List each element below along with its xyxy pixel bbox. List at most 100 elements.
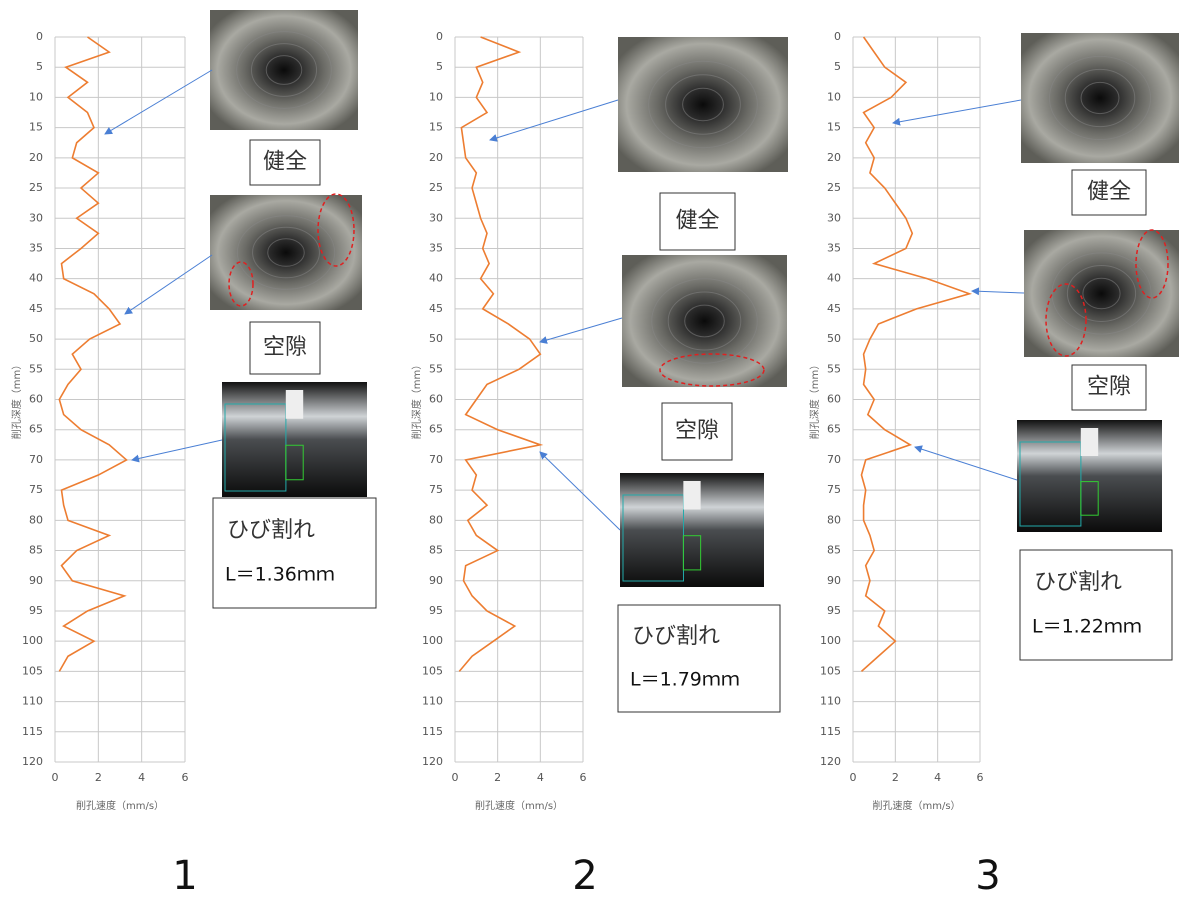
annotation: 健全 xyxy=(263,150,307,175)
y-tick-label: 110 xyxy=(22,695,43,708)
y-tick-label: 90 xyxy=(29,574,43,587)
y-tick-label: 30 xyxy=(29,211,43,224)
y-tick-label: 0 xyxy=(834,30,841,43)
y-tick-label: 110 xyxy=(422,695,443,708)
chart-panel: 0510152025303540455055606570758085909510… xyxy=(10,10,376,899)
y-tick-label: 25 xyxy=(29,181,43,194)
y-tick-label: 25 xyxy=(429,181,443,194)
crack-photo-inset xyxy=(1081,428,1098,456)
borehole-photo xyxy=(210,10,358,130)
crack-photo-inset xyxy=(286,390,303,419)
y-tick-label: 95 xyxy=(29,604,43,617)
y-tick-label: 115 xyxy=(22,725,43,738)
panel-label: 1 xyxy=(172,853,197,899)
x-tick-label: 6 xyxy=(580,771,587,784)
borehole-photo xyxy=(622,255,787,387)
y-tick-label: 90 xyxy=(827,574,841,587)
y-tick-label: 45 xyxy=(827,302,841,315)
y-tick-label: 40 xyxy=(827,272,841,285)
pointer-arrow xyxy=(915,447,1017,480)
y-tick-label: 20 xyxy=(827,151,841,164)
y-tick-label: 95 xyxy=(827,604,841,617)
x-axis-label: 削孔速度（mm/s） xyxy=(76,799,164,812)
y-tick-label: 35 xyxy=(429,241,443,254)
y-tick-label: 85 xyxy=(429,544,443,557)
x-tick-label: 2 xyxy=(494,771,501,784)
y-tick-label: 75 xyxy=(429,483,443,496)
y-tick-label: 65 xyxy=(827,423,841,436)
annotation: L＝1.79ｍｍ xyxy=(630,668,740,690)
y-tick-label: 80 xyxy=(429,513,443,526)
x-tick-label: 2 xyxy=(95,771,102,784)
y-tick-label: 50 xyxy=(827,332,841,345)
borehole-photo xyxy=(1024,230,1179,357)
speed-line xyxy=(59,37,126,671)
y-tick-label: 15 xyxy=(429,121,443,134)
y-tick-label: 0 xyxy=(36,30,43,43)
y-tick-label: 105 xyxy=(22,664,43,677)
y-tick-label: 80 xyxy=(827,513,841,526)
chart-panel: 0510152025303540455055606570758085909510… xyxy=(410,30,788,899)
y-tick-label: 70 xyxy=(29,453,43,466)
y-tick-label: 120 xyxy=(820,755,841,768)
borehole-photo xyxy=(1021,33,1179,163)
borehole-photo xyxy=(210,195,362,310)
y-tick-label: 30 xyxy=(827,211,841,224)
pointer-arrow xyxy=(540,452,620,530)
annotation: 健全 xyxy=(675,209,719,234)
x-axis-label: 削孔速度（mm/s） xyxy=(475,799,563,812)
y-tick-label: 15 xyxy=(827,121,841,134)
y-tick-label: 80 xyxy=(29,513,43,526)
y-tick-label: 75 xyxy=(827,483,841,496)
y-tick-label: 50 xyxy=(29,332,43,345)
x-tick-label: 2 xyxy=(892,771,899,784)
y-tick-label: 35 xyxy=(827,241,841,254)
y-tick-label: 85 xyxy=(827,544,841,557)
annotation: L＝1.22ｍｍ xyxy=(1032,616,1142,638)
chart-panel: 0510152025303540455055606570758085909510… xyxy=(808,30,1179,899)
y-tick-label: 60 xyxy=(29,393,43,406)
y-tick-label: 60 xyxy=(827,393,841,406)
y-tick-label: 55 xyxy=(827,362,841,375)
y-tick-label: 5 xyxy=(436,60,443,73)
y-tick-label: 45 xyxy=(429,302,443,315)
y-tick-label: 50 xyxy=(429,332,443,345)
y-tick-label: 55 xyxy=(429,362,443,375)
panel-label: 2 xyxy=(572,853,597,899)
y-tick-label: 100 xyxy=(422,634,443,647)
y-tick-label: 115 xyxy=(820,725,841,738)
annotation: ひび割れ xyxy=(227,518,315,543)
y-tick-label: 0 xyxy=(436,30,443,43)
annotation: 空隙 xyxy=(263,335,307,360)
y-tick-label: 90 xyxy=(429,574,443,587)
annotation: 空隙 xyxy=(1087,375,1131,400)
y-tick-label: 20 xyxy=(29,151,43,164)
x-tick-label: 0 xyxy=(52,771,59,784)
y-tick-label: 40 xyxy=(429,272,443,285)
y-tick-label: 55 xyxy=(29,362,43,375)
y-tick-label: 115 xyxy=(422,725,443,738)
y-axis-label: 削孔深度（mm） xyxy=(10,360,23,439)
annotation: 空隙 xyxy=(675,419,719,444)
y-tick-label: 10 xyxy=(29,90,43,103)
y-axis-label: 削孔深度（mm） xyxy=(410,360,423,439)
y-tick-label: 10 xyxy=(827,90,841,103)
crack-photo-inset xyxy=(683,481,700,510)
figure: 0510152025303540455055606570758085909510… xyxy=(0,0,1179,900)
x-axis-label: 削孔速度（mm/s） xyxy=(872,799,960,812)
x-tick-label: 6 xyxy=(182,771,189,784)
y-tick-label: 120 xyxy=(422,755,443,768)
pointer-arrow xyxy=(540,318,622,342)
y-tick-label: 45 xyxy=(29,302,43,315)
speed-line xyxy=(459,37,540,671)
annotation: ひび割れ xyxy=(1034,570,1122,595)
panel-label: 3 xyxy=(975,853,1000,899)
y-tick-label: 40 xyxy=(29,272,43,285)
y-tick-label: 110 xyxy=(820,695,841,708)
y-tick-label: 5 xyxy=(834,60,841,73)
borehole-photo xyxy=(618,37,788,172)
x-tick-label: 6 xyxy=(977,771,984,784)
y-axis-label: 削孔深度（mm） xyxy=(808,360,821,439)
y-tick-label: 100 xyxy=(22,634,43,647)
y-tick-label: 20 xyxy=(429,151,443,164)
